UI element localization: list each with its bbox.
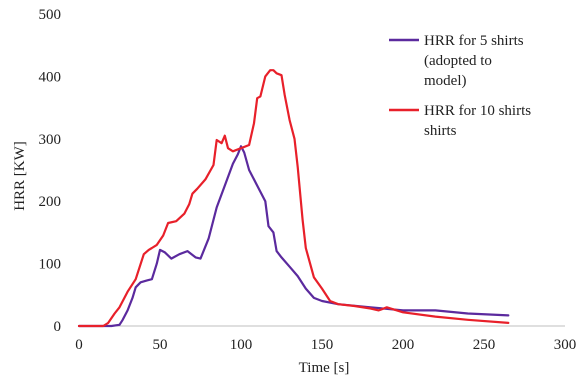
y-axis-label: HRR [KW] xyxy=(12,141,28,211)
y-tick-label: 500 xyxy=(39,7,62,23)
x-tick-label: 200 xyxy=(392,337,415,353)
x-tick-label: 50 xyxy=(153,337,168,353)
series-line-10-shirts xyxy=(77,69,510,328)
legend-label: shirts xyxy=(424,123,457,139)
legend-label: HRR for 10 shirts xyxy=(424,103,531,119)
x-axis-label: Time [s] xyxy=(299,360,350,376)
x-tick-label: 100 xyxy=(230,337,253,353)
y-tick-label: 400 xyxy=(39,69,62,85)
y-tick-label: 300 xyxy=(39,132,62,148)
x-tick-label: 150 xyxy=(311,337,334,353)
x-tick-label: 0 xyxy=(75,337,83,353)
tick-labels: 0 50 100 150 200 250 300 0 100 200 300 400 500 xyxy=(39,7,577,353)
legend: HRR for 5 shirts (adopted to model) HRR for… xyxy=(389,33,531,139)
x-tick-label: 300 xyxy=(554,337,577,353)
legend-label: model) xyxy=(424,73,467,89)
y-tick-label: 200 xyxy=(39,194,62,210)
y-tick-label: 0 xyxy=(54,319,62,335)
legend-label: (adopted to xyxy=(424,53,492,69)
series-line-5-shirts xyxy=(77,145,510,328)
legend-label: HRR for 5 shirts xyxy=(424,33,524,49)
x-tick-label: 250 xyxy=(473,337,496,353)
y-tick-label: 100 xyxy=(39,257,62,273)
series-lines xyxy=(77,69,510,328)
